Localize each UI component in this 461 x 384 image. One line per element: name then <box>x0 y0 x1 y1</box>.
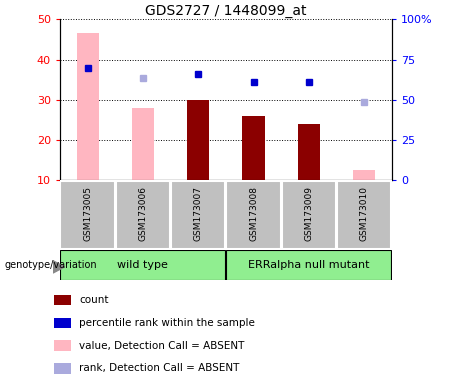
Text: GSM173007: GSM173007 <box>194 186 203 241</box>
Text: count: count <box>79 295 109 305</box>
Bar <box>187 100 209 180</box>
Title: GDS2727 / 1448099_at: GDS2727 / 1448099_at <box>145 4 307 18</box>
Polygon shape <box>53 261 65 273</box>
Bar <box>116 181 170 249</box>
Text: GSM173010: GSM173010 <box>360 186 369 241</box>
Bar <box>132 108 154 180</box>
Bar <box>226 181 281 249</box>
Bar <box>60 250 225 280</box>
Bar <box>54 318 71 328</box>
Bar <box>54 363 71 374</box>
Text: GSM173005: GSM173005 <box>83 186 92 241</box>
Text: ERRalpha null mutant: ERRalpha null mutant <box>248 260 370 270</box>
Text: wild type: wild type <box>118 260 168 270</box>
Bar <box>242 116 265 180</box>
Bar <box>298 124 320 180</box>
Bar <box>54 295 71 305</box>
Bar <box>353 170 375 180</box>
Bar <box>77 33 99 180</box>
Text: percentile rank within the sample: percentile rank within the sample <box>79 318 255 328</box>
Text: rank, Detection Call = ABSENT: rank, Detection Call = ABSENT <box>79 363 240 373</box>
Text: GSM173008: GSM173008 <box>249 186 258 241</box>
Text: GSM173006: GSM173006 <box>138 186 148 241</box>
Bar <box>60 181 115 249</box>
Text: value, Detection Call = ABSENT: value, Detection Call = ABSENT <box>79 341 245 351</box>
Bar <box>282 181 336 249</box>
Bar <box>54 340 71 351</box>
Bar <box>337 181 391 249</box>
Text: GSM173009: GSM173009 <box>304 186 313 241</box>
Bar <box>226 250 391 280</box>
Text: genotype/variation: genotype/variation <box>5 260 97 270</box>
Bar <box>171 181 225 249</box>
